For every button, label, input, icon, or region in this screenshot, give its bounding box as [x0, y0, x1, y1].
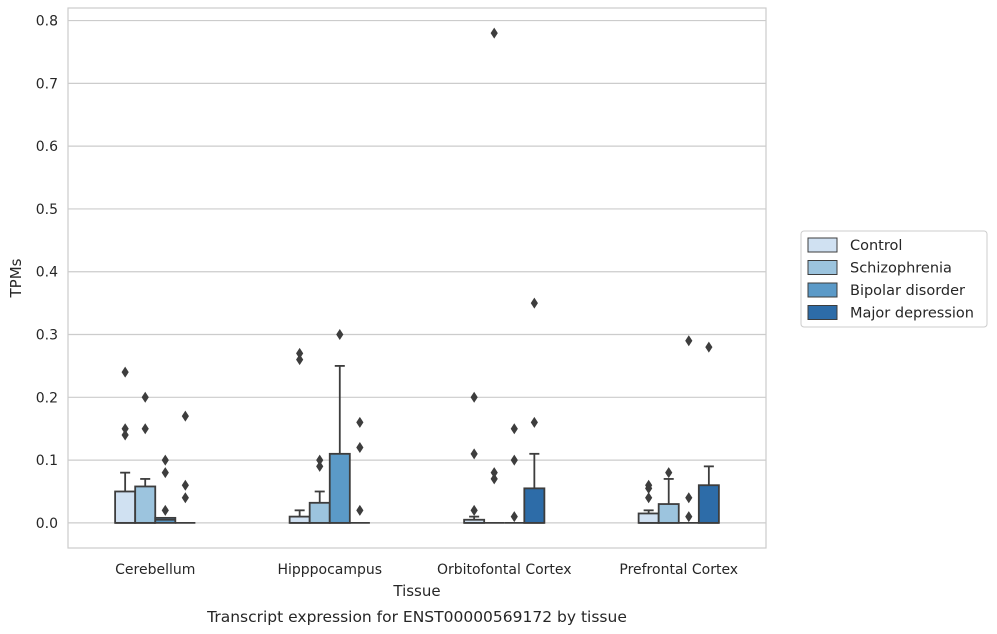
- box-1-3: [349, 416, 370, 524]
- x-tick-label-2: Orbitofontal Cortex: [437, 562, 572, 578]
- x-tick-labels: Cerebellum Hipppocampus Orbitofontal Corte…: [115, 562, 738, 578]
- outlier-2-3-1: [530, 297, 538, 309]
- outlier-3-2-2: [685, 335, 693, 347]
- outlier-1-1-1: [316, 454, 324, 466]
- legend-frame: [800, 230, 988, 328]
- outlier-0-1-1: [141, 391, 149, 403]
- box-body-1-1: [308, 501, 331, 524]
- box-3-1: [657, 467, 680, 524]
- outlier-0-0-2: [121, 366, 129, 378]
- plot-area: [67, 7, 767, 549]
- outlier-1-3-1: [356, 442, 364, 454]
- outlier-2-1-0: [490, 473, 498, 485]
- legend-swatch-2: [807, 282, 838, 298]
- box-1-1: [308, 454, 331, 524]
- box-2-1: [484, 27, 505, 524]
- box-2-2: [504, 423, 525, 524]
- box-3-0: [637, 479, 660, 524]
- legend-label-2: Bipolar disorder: [850, 283, 965, 299]
- outlier-3-0-0: [645, 492, 653, 504]
- outlier-2-0-0: [470, 504, 478, 516]
- x-axis-label: Tissue: [392, 582, 440, 600]
- box-body-3-3: [697, 484, 720, 524]
- box-0-0: [114, 366, 137, 524]
- chart-caption: Transcript expression for ENST0000056917…: [206, 608, 627, 626]
- outlier-0-2-2: [161, 454, 169, 466]
- outlier-2-2-0: [510, 511, 518, 523]
- outlier-2-1-2: [490, 27, 498, 39]
- outlier-0-2-0: [161, 504, 169, 516]
- outlier-1-3-2: [356, 416, 364, 428]
- box-2-3: [523, 297, 546, 524]
- outlier-0-3-0: [181, 492, 189, 504]
- outlier-3-0-2: [645, 479, 653, 491]
- outlier-0-0-1: [121, 423, 129, 435]
- outlier-0-0-0: [121, 429, 129, 441]
- legend-items: Control Schizophrenia Bipolar disorder Majo…: [807, 237, 974, 322]
- legend-swatch-0: [807, 237, 838, 253]
- box-0-1: [134, 391, 157, 524]
- outlier-2-0-2: [470, 391, 478, 403]
- outlier-2-0-1: [470, 448, 478, 460]
- box-body-1-2: [328, 452, 351, 524]
- y-tick-label-1: 0.1: [36, 453, 58, 469]
- outlier-2-1-1: [490, 467, 498, 479]
- outlier-0-1-0: [141, 423, 149, 435]
- y-tick-label-7: 0.7: [36, 76, 58, 92]
- box-body-1-0: [288, 515, 311, 524]
- outlier-0-3-2: [181, 410, 189, 422]
- gridlines: [68, 19, 766, 524]
- x-tick-label-3: Prefrontal Cortex: [619, 562, 738, 578]
- box-3-2: [678, 335, 699, 524]
- y-axis-label: TPMs: [7, 258, 25, 298]
- y-tick-label-4: 0.4: [36, 265, 58, 281]
- legend-swatch-3: [807, 305, 838, 320]
- legend-swatch-1: [807, 260, 838, 275]
- x-tick-label-0: Cerebellum: [115, 562, 195, 578]
- outlier-3-2-0: [685, 511, 693, 523]
- box-body-0-1: [134, 485, 157, 524]
- outlier-3-2-1: [685, 492, 693, 504]
- box-0-3: [175, 410, 196, 524]
- y-tick-labels: 0.0 0.1 0.2 0.3 0.4 0.5 0.6 0.7 0.8: [36, 14, 58, 532]
- box-body-0-0: [114, 490, 137, 524]
- legend-label-1: Schizophrenia: [850, 261, 952, 277]
- legend-label-3: Major depression: [850, 306, 974, 322]
- box-3-3: [697, 341, 720, 524]
- outlier-0-2-1: [161, 467, 169, 479]
- box-body-3-1: [657, 503, 680, 524]
- y-tick-label-3: 0.3: [36, 328, 58, 344]
- outlier-1-0-0: [296, 354, 304, 366]
- outlier-2-2-1: [510, 454, 518, 466]
- outlier-2-3-0: [530, 416, 538, 428]
- outlier-1-1-0: [316, 460, 324, 472]
- legend-label-0: Control: [850, 238, 902, 254]
- x-tick-label-1: Hipppocampus: [277, 562, 382, 578]
- outlier-1-2-0: [336, 329, 344, 341]
- box-1-2: [328, 329, 351, 524]
- outlier-3-1-0: [665, 467, 673, 479]
- y-tick-label-2: 0.2: [36, 390, 58, 406]
- outlier-2-2-2: [510, 423, 518, 435]
- y-tick-label-6: 0.6: [36, 139, 58, 155]
- outlier-1-3-0: [356, 504, 364, 516]
- outlier-0-3-1: [181, 479, 189, 491]
- y-tick-label-8: 0.8: [36, 14, 58, 30]
- y-tick-label-5: 0.5: [36, 202, 58, 218]
- y-tick-label-0: 0.0: [36, 516, 58, 532]
- boxes: [114, 27, 720, 524]
- box-0-2: [154, 454, 177, 524]
- legend: Control Schizophrenia Bipolar disorder Majo…: [800, 230, 988, 328]
- outlier-1-0-1: [296, 347, 304, 359]
- box-body-2-3: [523, 487, 546, 524]
- box-body-3-0: [637, 512, 660, 524]
- box-2-0: [463, 391, 486, 524]
- outlier-3-3-0: [705, 341, 713, 353]
